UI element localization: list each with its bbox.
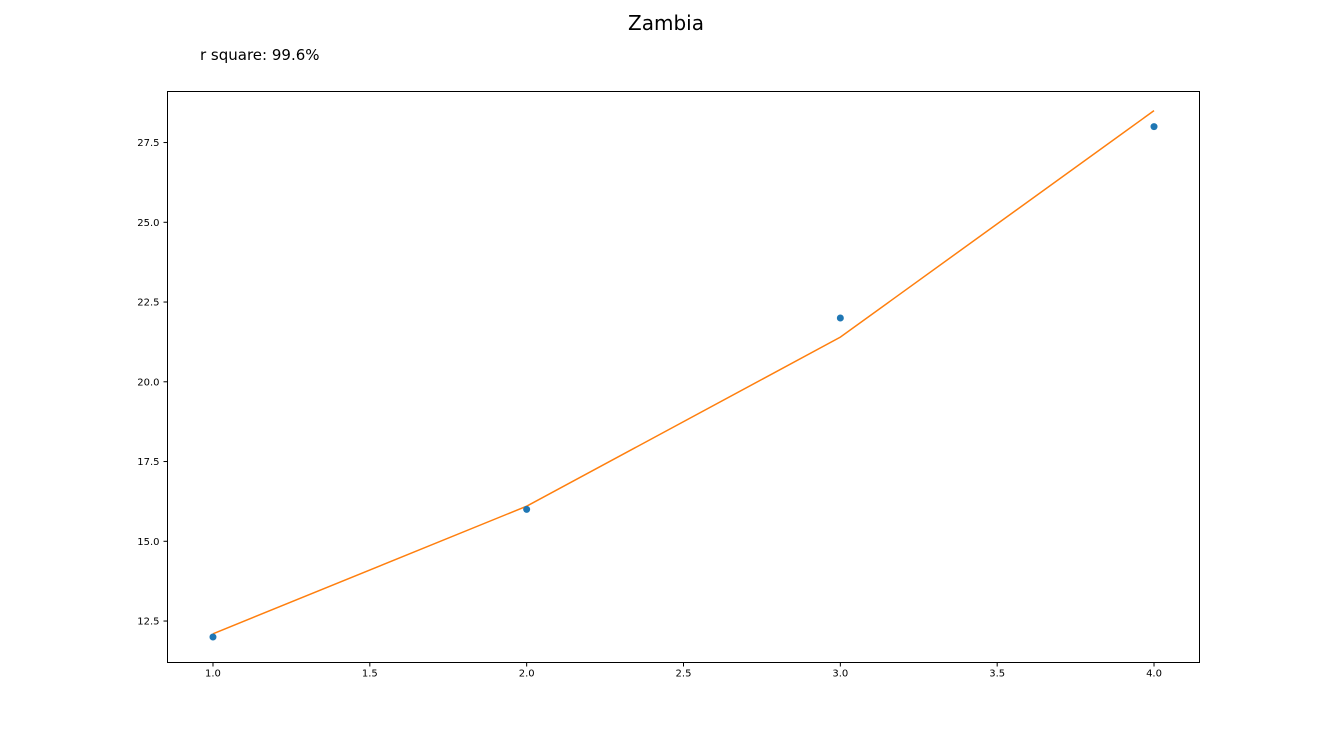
x-tick-label: 4.0 [1146,669,1162,680]
data-point [523,505,531,513]
x-tick-label: 3.5 [989,669,1005,680]
data-point [836,314,844,322]
plot-series [209,110,1158,641]
data-point [209,633,217,641]
chart-title: Zambia [628,11,704,35]
r-square-annotation: r square: 99.6% [200,46,320,64]
y-tick-label: 12.5 [137,617,159,628]
y-tick-label: 20.0 [137,377,159,388]
y-axis-ticks: 12.5 15.0 17.5 20.0 22.5 25.0 27.5 [137,138,168,628]
plot-area-frame [167,91,1200,663]
y-tick-label: 17.5 [137,457,159,468]
x-tick-label: 2.0 [519,669,535,680]
x-tick-label: 1.0 [205,669,221,680]
data-point [1150,123,1158,131]
y-tick-label: 25.0 [137,218,159,229]
y-tick-label: 22.5 [137,298,159,309]
x-tick-label: 2.5 [676,669,692,680]
x-tick-label: 3.0 [832,669,848,680]
fit-line [212,110,1155,635]
x-axis-ticks: 1.0 1.5 2.0 2.5 3.0 3.5 4.0 [205,662,1162,680]
y-tick-label: 15.0 [137,537,159,548]
y-tick-label: 27.5 [137,138,159,149]
x-tick-label: 1.5 [362,669,378,680]
